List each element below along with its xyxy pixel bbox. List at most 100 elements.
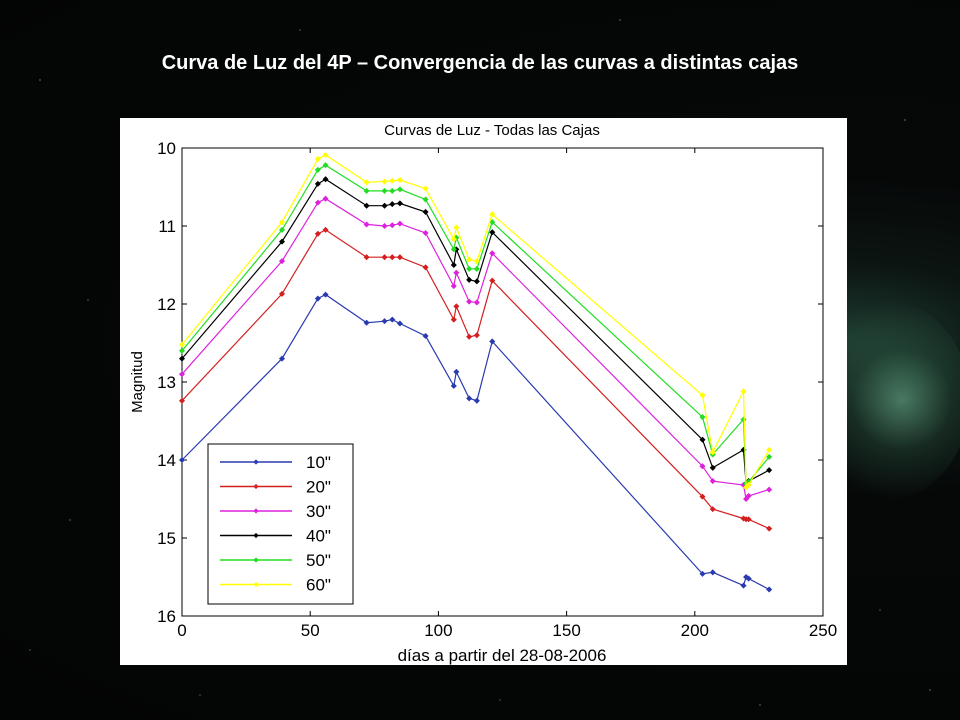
data-point [278, 290, 286, 297]
data-point [453, 303, 460, 310]
data-point [489, 211, 496, 218]
legend-swatch-marker [253, 508, 259, 514]
data-point [314, 166, 321, 173]
data-point [178, 397, 186, 404]
data-point [740, 582, 747, 589]
x-axis-label: días a partir del 28-08-2006 [398, 646, 607, 665]
data-point [314, 230, 321, 237]
legend-swatch-marker [253, 557, 259, 563]
data-point [278, 258, 286, 265]
data-point [699, 570, 706, 577]
data-point [422, 185, 429, 192]
data-point [178, 456, 186, 464]
chart-panel: Curvas de Luz - Todas las Cajas 0 50 100 15… [120, 118, 847, 665]
series-line [181, 178, 770, 485]
slide-title: Curva de Luz del 4P – Convergencia de la… [161, 52, 799, 74]
series-group [178, 291, 773, 593]
data-point [178, 341, 186, 348]
y-axis: 10 11 12 13 14 15 16 [157, 139, 823, 626]
data-point [381, 254, 388, 261]
data-point [450, 236, 457, 243]
data-point [766, 453, 773, 460]
legend-entry: 60" [220, 576, 331, 595]
y-axis-label: Magnitud [129, 351, 146, 413]
data-point [178, 347, 186, 354]
data-point [466, 265, 473, 272]
data-point [709, 449, 716, 456]
data-point [473, 397, 480, 404]
data-point [278, 219, 286, 226]
series-line [181, 293, 770, 591]
data-point [709, 478, 716, 485]
data-point [473, 265, 480, 272]
data-point [396, 200, 403, 207]
data-point [322, 195, 329, 202]
data-point [363, 187, 370, 194]
data-point [709, 569, 716, 576]
data-point [450, 246, 457, 253]
data-point [766, 586, 773, 593]
data-point [450, 382, 457, 389]
legend-swatch-marker [253, 581, 259, 588]
data-point [422, 196, 429, 203]
data-point [178, 355, 186, 362]
data-point [422, 208, 429, 215]
legend-box [207, 443, 354, 605]
data-point [766, 525, 773, 532]
data-point [422, 264, 429, 271]
data-point [178, 371, 186, 378]
data-point [396, 186, 403, 193]
data-point [322, 162, 329, 169]
legend-entry: 50" [220, 551, 331, 570]
data-point [389, 201, 396, 208]
y-tick-label: 12 [157, 295, 176, 314]
data-point [473, 299, 480, 306]
data-point [489, 277, 496, 284]
data-point [396, 176, 403, 184]
data-point [389, 222, 396, 229]
data-point [740, 416, 747, 423]
legend-label: 20" [306, 478, 331, 497]
data-point [422, 332, 429, 340]
x-tick-label: 150 [552, 621, 580, 640]
series-line [181, 229, 770, 530]
x-tick-label: 100 [424, 621, 452, 640]
data-point [314, 180, 321, 187]
x-tick-label: 250 [809, 621, 837, 640]
data-point [389, 187, 396, 194]
legend-label: 50" [306, 551, 331, 570]
y-tick-label: 14 [157, 451, 176, 470]
data-point [699, 463, 706, 470]
data-point [466, 298, 473, 305]
data-point [450, 316, 457, 323]
y-tick-label: 13 [157, 373, 176, 392]
x-tick-label: 50 [301, 621, 320, 640]
legend-entry: 10" [220, 453, 331, 472]
light-curve-chart: Curvas de Luz - Todas las Cajas 0 50 100 15… [129, 122, 837, 665]
data-point [322, 151, 329, 159]
legend-label: 40" [306, 527, 331, 546]
data-point [396, 254, 403, 261]
data-point [389, 316, 396, 323]
legend-entry: 20" [220, 478, 331, 497]
data-point [766, 467, 773, 474]
data-point [314, 295, 321, 302]
data-point [699, 493, 706, 500]
data-point [699, 414, 706, 421]
data-point [709, 506, 716, 513]
data-point [766, 486, 773, 493]
legend-label: 30" [306, 502, 331, 521]
series-group [178, 162, 773, 487]
data-point [745, 481, 752, 488]
series-line [181, 198, 770, 501]
data-point [453, 224, 460, 231]
x-tick-label: 200 [681, 621, 709, 640]
legend-swatch-marker [253, 532, 259, 539]
data-point [396, 320, 403, 327]
data-point [322, 226, 329, 233]
legend-label: 60" [306, 576, 331, 595]
data-point [396, 220, 403, 227]
data-point [322, 176, 329, 183]
data-point [453, 368, 460, 375]
data-point [743, 495, 750, 503]
